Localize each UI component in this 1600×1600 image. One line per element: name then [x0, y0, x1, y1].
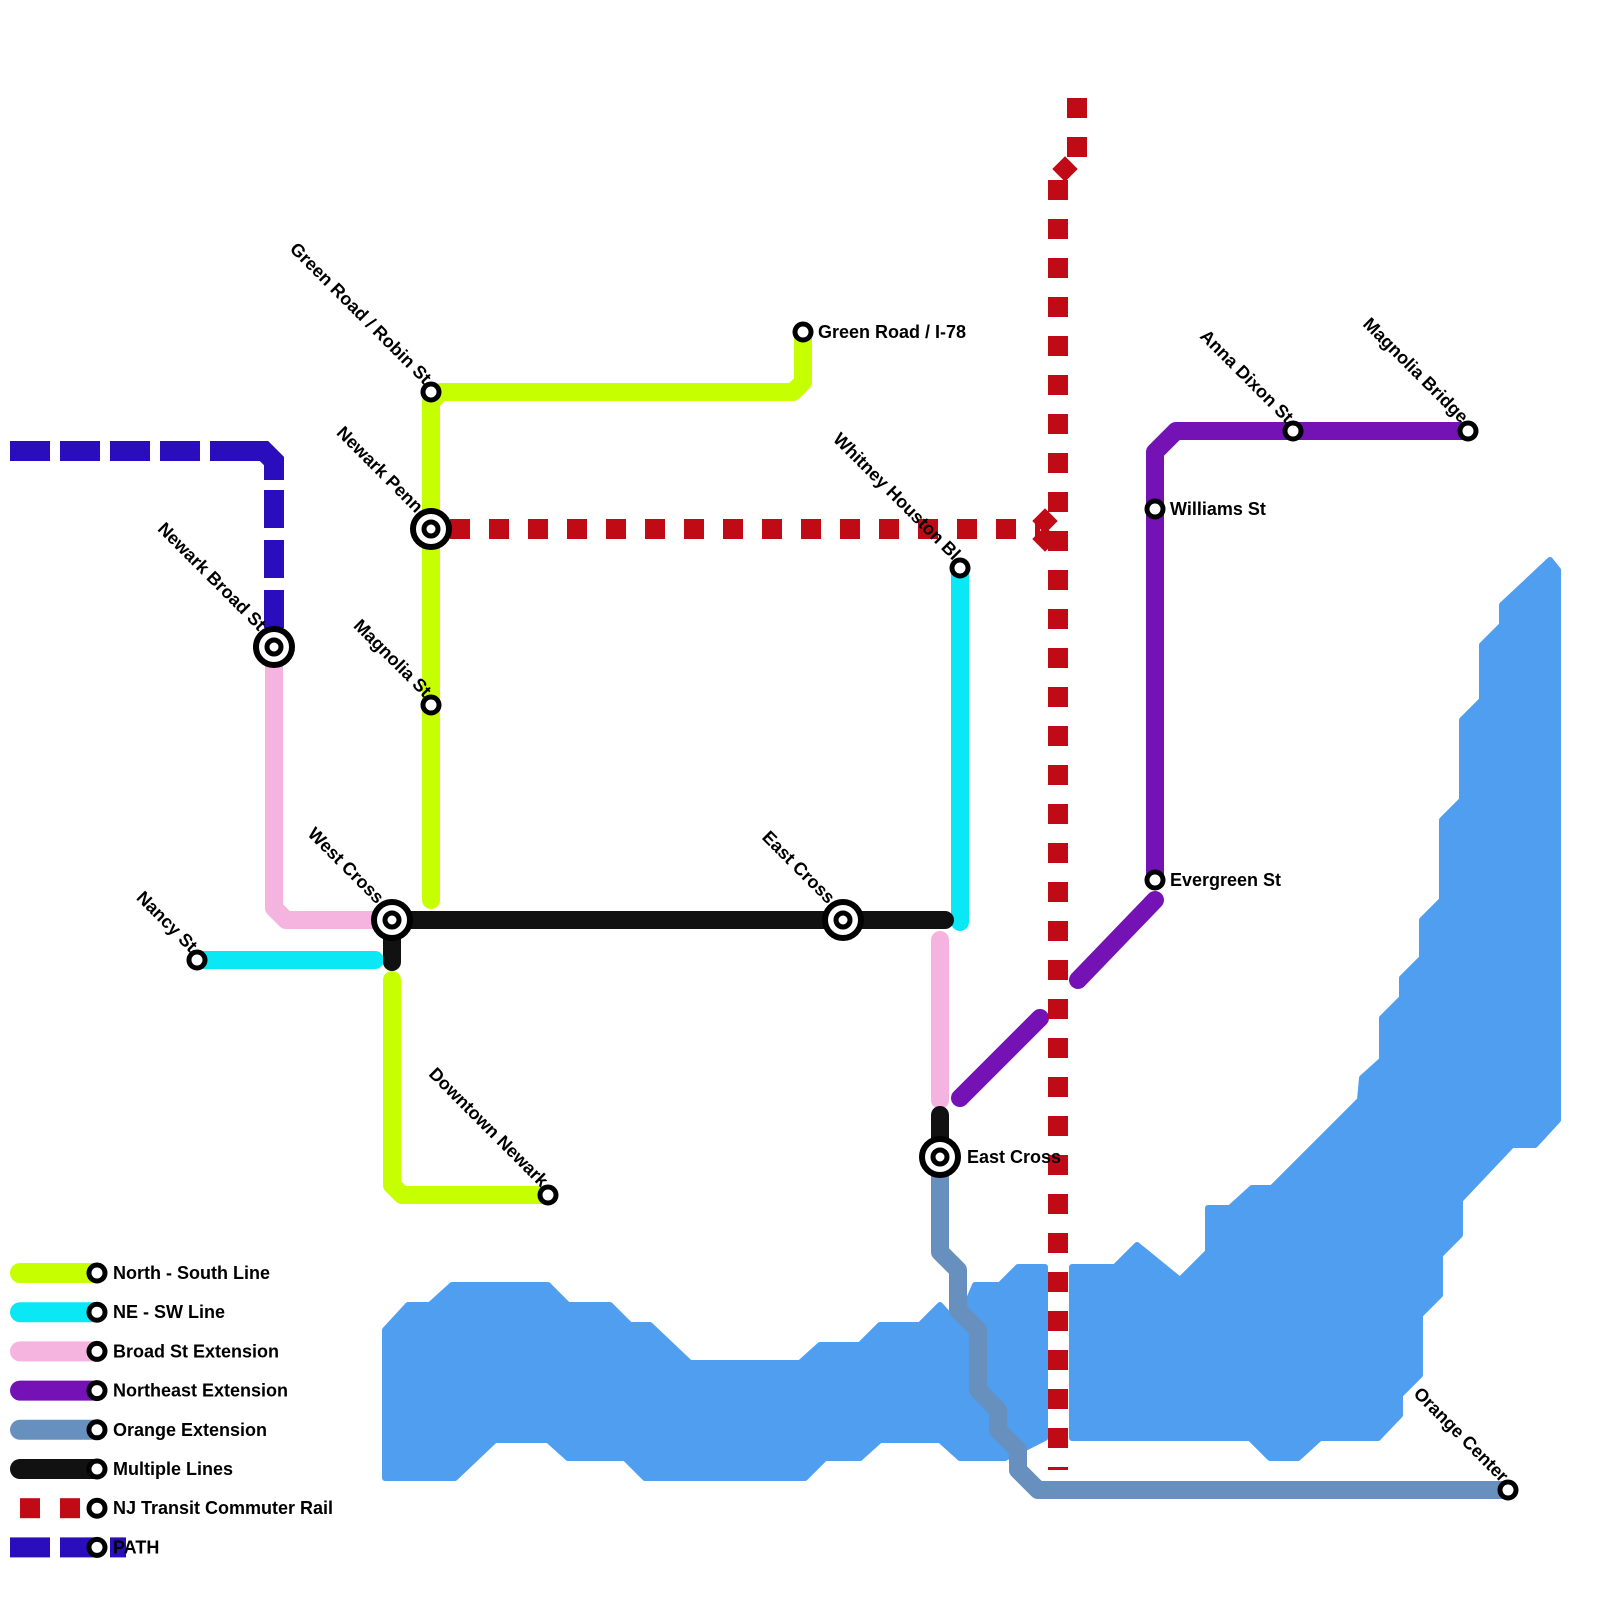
station-marker[interactable] — [949, 557, 971, 579]
station-whitney-houston-bl[interactable]: Whitney Houston Bl — [829, 429, 971, 579]
lines-layer — [10, 98, 1517, 1499]
station-green-road-i-78[interactable]: Green Road / I-78 — [792, 321, 966, 343]
station-marker[interactable] — [420, 694, 442, 716]
station-label[interactable]: Williams St — [1170, 499, 1266, 519]
station-evergreen-st[interactable]: Evergreen St — [1144, 869, 1281, 891]
legend-station-marker — [86, 1380, 108, 1402]
legend-label: Northeast Extension — [113, 1381, 288, 1401]
legend-label: Orange Extension — [113, 1420, 267, 1440]
water-layer — [382, 557, 1561, 1481]
northeast-extension-line — [1146, 422, 1477, 889]
interchange-inner-marker — [264, 637, 284, 657]
interchange-inner-marker — [421, 519, 441, 539]
north-south-line — [383, 971, 557, 1204]
station-marker[interactable] — [1457, 420, 1479, 442]
legend-item-orange-extension: Orange Extension — [10, 1419, 267, 1441]
legend-station-marker — [86, 1301, 108, 1323]
path-line — [245, 441, 284, 480]
legend-station-marker — [86, 1536, 108, 1558]
water-body — [1069, 557, 1561, 1461]
legend-station-marker — [86, 1419, 108, 1441]
station-label[interactable]: Downtown Newark — [425, 1064, 553, 1192]
legend-label: Broad St Extension — [113, 1341, 279, 1361]
station-marker[interactable] — [1497, 1479, 1519, 1501]
station-label[interactable]: Anna Dixon St — [1196, 326, 1297, 427]
legend-item-nj-transit-commuter-rail: NJ Transit Commuter Rail — [20, 1497, 333, 1519]
station-marker[interactable] — [1144, 869, 1166, 891]
station-marker[interactable] — [1282, 420, 1304, 442]
station-marker[interactable] — [420, 381, 442, 403]
station-label[interactable]: Evergreen St — [1170, 870, 1281, 890]
station-marker[interactable] — [537, 1184, 559, 1206]
station-east-cross[interactable]: East Cross — [919, 1136, 1061, 1178]
legend-label: NJ Transit Commuter Rail — [113, 1498, 333, 1518]
station-label[interactable]: Green Road / I-78 — [818, 322, 966, 342]
station-magnolia-bridge[interactable]: Magnolia Bridge — [1359, 314, 1479, 442]
orange-extension-line — [931, 1148, 1517, 1499]
legend: North - South Line NE - SW Line Broad St E… — [10, 1262, 333, 1558]
station-marker[interactable] — [186, 949, 208, 971]
legend-label: North - South Line — [113, 1263, 270, 1283]
station-label[interactable]: West Cross — [304, 823, 388, 907]
station-label[interactable]: Magnolia Bridge — [1359, 314, 1472, 427]
legend-swatch — [10, 1537, 50, 1558]
northeast-extension-line — [1069, 891, 1164, 989]
legend-station-marker — [86, 1458, 108, 1480]
station-orange-center[interactable]: Orange Center — [1410, 1383, 1519, 1501]
station-label[interactable]: Orange Center — [1410, 1383, 1513, 1486]
broad-st-extension-line — [265, 638, 389, 929]
legend-item-northeast-extension: Northeast Extension — [10, 1380, 288, 1402]
water-body — [382, 1264, 1048, 1481]
legend-swatch — [60, 1498, 80, 1519]
station-downtown-newark[interactable]: Downtown Newark — [425, 1064, 559, 1206]
station-label[interactable]: Newark Broad St — [154, 518, 270, 634]
interchange-inner-marker — [930, 1147, 950, 1167]
interchange-inner-marker — [382, 910, 402, 930]
interchange-inner-marker — [833, 910, 853, 930]
legend-label: PATH — [113, 1537, 159, 1557]
station-label[interactable]: Green Road / Robin St — [286, 239, 435, 388]
legend-item-north-south-line: North - South Line — [10, 1262, 270, 1284]
legend-item-path: PATH — [10, 1536, 159, 1558]
legend-station-marker — [86, 1497, 108, 1519]
legend-station-marker — [86, 1340, 108, 1362]
station-label[interactable]: East Cross — [967, 1147, 1061, 1167]
legend-swatch — [20, 1498, 40, 1519]
legend-item-broad-st-extension: Broad St Extension — [10, 1340, 279, 1362]
station-nancy-st[interactable]: Nancy St — [133, 887, 208, 971]
legend-label: Multiple Lines — [113, 1459, 233, 1479]
station-label[interactable]: Whitney Houston Bl — [829, 429, 964, 564]
legend-item-multiple-lines: Multiple Lines — [10, 1458, 233, 1480]
north-south-line — [422, 323, 812, 909]
station-williams-st[interactable]: Williams St — [1144, 498, 1266, 520]
station-marker[interactable] — [1144, 498, 1166, 520]
station-green-road-robin-st[interactable]: Green Road / Robin St — [286, 239, 442, 403]
station-label[interactable]: Nancy St — [133, 887, 202, 956]
legend-station-marker — [86, 1262, 108, 1284]
station-label[interactable]: East Cross — [758, 827, 839, 908]
nj-transit-junction — [1052, 156, 1078, 182]
northeast-extension-line — [951, 1009, 1049, 1107]
station-label[interactable]: Newark Penn — [333, 422, 427, 516]
legend-label: NE - SW Line — [113, 1302, 225, 1322]
legend-swatch — [110, 1537, 126, 1558]
legend-item-ne-sw-line: NE - SW Line — [10, 1301, 225, 1323]
station-marker[interactable] — [792, 321, 814, 343]
